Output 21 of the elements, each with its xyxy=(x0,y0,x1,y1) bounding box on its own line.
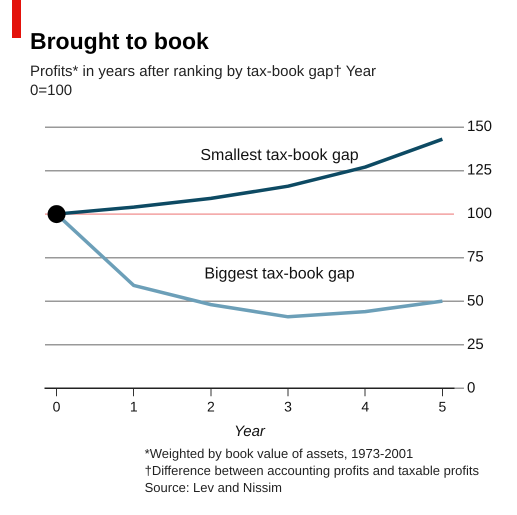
y-tick-label: 75 xyxy=(466,248,484,266)
chart-subtitle: Profits* in years after ranking by tax-book gap† Year 0=100 xyxy=(30,62,378,100)
text: *Weighted by book value of assets, 1973-2001 xyxy=(144,445,414,462)
y-tick-label: 125 xyxy=(466,162,492,179)
source-note: Source: Lev and Nissim xyxy=(144,479,283,496)
series-label: Biggest tax-book gap xyxy=(204,266,355,283)
y-tick-label: 50 xyxy=(466,292,484,310)
x-tick-label: 3 xyxy=(284,398,292,414)
x-axis-title: Year xyxy=(234,423,266,440)
y-tick-label: 150 xyxy=(466,118,492,136)
chart-title: Brought to book xyxy=(30,28,209,55)
y-tick-label: 0 xyxy=(466,379,476,396)
y-tick-label: 100 xyxy=(466,205,492,222)
y-tick-label: 25 xyxy=(466,336,484,353)
x-tick-label: 0 xyxy=(52,398,61,414)
x-tick-label: 1 xyxy=(130,398,138,414)
x-tick-label: 5 xyxy=(438,398,446,414)
text: †Difference between accounting profits and taxable profits xyxy=(144,462,479,479)
x-tick-label: 4 xyxy=(361,398,370,414)
series-label: Smallest tax-book gap xyxy=(200,147,359,164)
x-tick-label: 2 xyxy=(207,398,216,414)
